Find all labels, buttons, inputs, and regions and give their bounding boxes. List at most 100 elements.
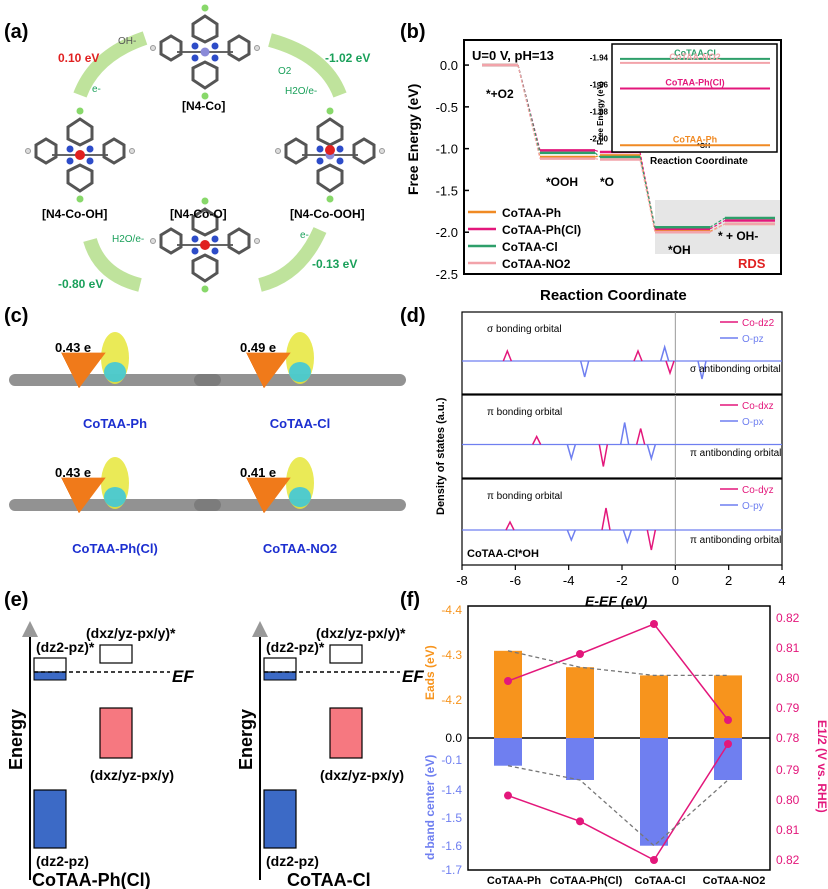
d-xtick-label: 2	[725, 573, 732, 588]
d-legend-o: O-px	[742, 417, 764, 428]
d-peak	[646, 529, 657, 551]
panel-d: (d) Density of states (a.u.) E-EF (eV) C…	[400, 305, 786, 609]
energy-step-1: -1.02 eV	[325, 51, 370, 65]
b-ytick-label: -2.0	[436, 225, 458, 240]
e-filled-level	[33, 671, 67, 681]
e-pi-bond-level	[329, 707, 363, 759]
panel-e-label: (e)	[4, 589, 28, 611]
f-ytick-bottom: -1.5	[441, 811, 462, 825]
b-legend-label: CoTAA-Ph	[502, 206, 561, 220]
b-connector	[517, 64, 541, 153]
cycle-arrow-1	[268, 33, 347, 98]
f-eads-trend	[507, 650, 728, 677]
f-ehalf-point	[650, 856, 658, 864]
label-n4-co: [N4-Co]	[182, 99, 225, 113]
energy-step-2: -0.13 eV	[312, 257, 357, 271]
b-connector	[639, 156, 656, 228]
b-connector	[594, 154, 601, 158]
b-yticks: 0.0 -0.5 -1.0 -1.5 -2.0 -2.5	[436, 58, 469, 282]
f-ytick-right-bottom: 0.82	[776, 853, 800, 867]
d-legend-co: Co-dyz	[742, 485, 774, 496]
reagent-oh: OH-	[118, 36, 136, 47]
c-charge-value: 0.43 e	[55, 465, 91, 480]
cycle-arrow-2	[258, 227, 327, 292]
e-pi-star-label: (dxz/yz-px/y)*	[86, 625, 176, 641]
xlabel-d: E-EF (eV)	[585, 593, 648, 609]
panel-b: (b) U=0 V, pH=13 Free Energy (eV) Reacti…	[400, 21, 782, 304]
inset-xlabel: Reaction Coordinate	[650, 156, 748, 167]
f-dband-trend	[507, 765, 729, 847]
b-ytick-label: -1.0	[436, 142, 458, 157]
f-chart: CoTAA-Ph CoTAA-Ph(Cl) CoTAA-Cl CoTAA-NO2 -4.…	[441, 603, 799, 887]
d-legend-o: O-pz	[742, 334, 764, 345]
b-series	[482, 63, 775, 234]
b-connector	[594, 149, 601, 153]
o-atom	[200, 240, 210, 250]
panel-f-label: (f)	[400, 589, 420, 611]
e-pi-star-label: (dxz/yz-px/y)*	[316, 625, 406, 641]
c-charge-value: 0.41 e	[240, 465, 276, 480]
c-transfer-arrow	[246, 352, 291, 389]
panel-f: (f) Eads (eV) d-band center (eV) E1/2 (V…	[400, 589, 828, 887]
c-charge-value: 0.43 e	[55, 340, 91, 355]
c-charge-value: 0.49 e	[240, 340, 276, 355]
label-n4-co-oh: [N4-Co-OH]	[42, 207, 107, 221]
c-molecule-name: CoTAA-Ph	[83, 416, 147, 431]
f-ehalf-line-top	[507, 623, 729, 721]
b-legend: CoTAA-Ph CoTAA-Ph(Cl) CoTAA-Cl CoTAA-NO2	[468, 206, 581, 271]
d-peak	[622, 529, 633, 545]
f-ytick-top: -4.3	[441, 648, 462, 662]
e-pi-label: (dxz/yz-px/y)	[90, 767, 174, 783]
f-ytick-bottom: -0.1	[441, 753, 462, 767]
b-ytick-label: -0.5	[436, 100, 458, 115]
f-ehalf-point	[504, 677, 512, 685]
f-dband-bar	[494, 738, 522, 766]
molecule-n4-co	[149, 3, 261, 101]
c-transfer-arrow	[61, 477, 106, 514]
c-transfer-arrow	[61, 352, 106, 389]
c-molecule-name: CoTAA-NO2	[263, 541, 337, 556]
system-label-d: CoTAA-Cl*OH	[467, 548, 539, 560]
e-fermi-label: EF	[172, 667, 194, 686]
inset-oh-label: *OH	[697, 143, 710, 150]
f-ehalf-point	[724, 740, 732, 748]
f-ylabel-right: E1/2 (V vs. RHE)	[815, 720, 828, 813]
d-bond-label: π bonding orbital	[487, 491, 562, 502]
e-pi-antibond-level	[329, 644, 363, 664]
f-xtick-label: CoTAA-Ph(Cl)	[550, 875, 623, 887]
e-pi-label: (dxz/yz-px/y)	[320, 767, 404, 783]
b-ytick-label: -2.5	[436, 267, 458, 282]
e-sigma-star-label: (dz2-pz)*	[266, 639, 325, 655]
d-anti-label: σ antibonding orbital	[690, 364, 781, 375]
label-n4-co-ooh: [N4-Co-OOH]	[290, 207, 365, 221]
d-subplot-frame	[461, 394, 783, 479]
f-ehalf-line-bottom	[507, 743, 729, 861]
inset-level-label: CoTAA-Ph(Cl)	[665, 78, 724, 88]
b-connector	[517, 64, 541, 159]
d-peak	[579, 360, 590, 378]
f-eads-bar	[566, 667, 594, 738]
b-connector	[517, 64, 541, 151]
f-ytick-bottom: -1.4	[441, 783, 462, 797]
d-xtick-label: -8	[456, 573, 468, 588]
d-xtick-label: -2	[616, 573, 628, 588]
d-peak	[598, 444, 609, 467]
f-ehalf-point	[576, 650, 584, 658]
d-peak	[635, 428, 646, 445]
f-dband-bar	[640, 738, 668, 846]
e-ylabel: Energy	[236, 709, 256, 770]
condition-text: U=0 V, pH=13	[472, 48, 554, 63]
d-peak	[566, 444, 577, 462]
f-xtick-label: CoTAA-Ph	[487, 875, 541, 887]
b-connector	[709, 217, 726, 228]
c-charge-lobe-2	[289, 362, 311, 382]
d-legend-o: O-py	[742, 501, 764, 512]
d-anti-label: π antibonding orbital	[690, 448, 781, 459]
b-step-label: *OOH	[546, 175, 578, 189]
d-peak	[633, 348, 643, 362]
e-filled-level	[263, 671, 297, 681]
panel-a: (a) [N4-Co] [N4-Co-OOH] [N4-Co-O] [N4-Co…	[4, 3, 386, 294]
e-sigma-label: (dz2-pz)	[266, 853, 319, 869]
ooh-atom	[325, 145, 335, 155]
b-legend-label: CoTAA-Ph(Cl)	[502, 223, 581, 237]
